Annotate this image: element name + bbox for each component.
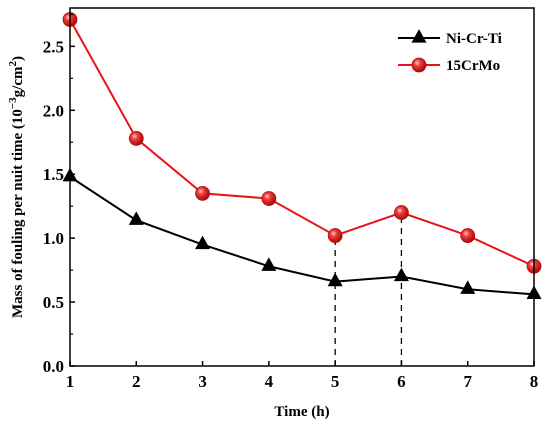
data-point-sphere (460, 228, 476, 243)
x-tick-label: 5 (331, 372, 340, 391)
y-tick-label: 0.0 (43, 357, 64, 376)
y-tick-label: 1.0 (43, 229, 64, 248)
legend-sphere-marker (411, 57, 427, 73)
plot-frame (69, 7, 535, 367)
x-tick-label: 3 (198, 372, 207, 391)
y-tick-label: 0.5 (43, 293, 64, 312)
x-tick-label: 4 (265, 372, 274, 391)
tick-labels: 1 2 3 4 5 6 7 8 0.0 0.5 1.0 1.5 2.0 2.5 (43, 37, 539, 391)
y-tick-label: 2.0 (43, 101, 64, 120)
legend-label: Ni-Cr-Ti (446, 31, 502, 47)
y-tick-label: 1.5 (43, 165, 64, 184)
x-tick-label: 8 (530, 372, 539, 391)
x-tick-label: 2 (132, 372, 141, 391)
data-point-sphere (394, 205, 409, 220)
y-axis-title-main: Mass of fouling per nuit time (10 (10, 109, 26, 318)
legend-label: 15CrMo (446, 58, 500, 74)
data-point-triangle (327, 272, 343, 287)
y-axis-title-unit: g/cm (10, 66, 26, 97)
y-axis-title-close: ) (10, 56, 26, 61)
data-point-sphere (128, 131, 144, 146)
legend-triangle-marker (411, 29, 427, 43)
x-axis-title: Time (h) (274, 404, 329, 420)
data-point-triangle (393, 267, 409, 282)
x-tick-label: 1 (66, 372, 75, 391)
x-tick-label: 6 (397, 372, 406, 391)
y-axis-title: Mass of fouling per nuit time (10−3g/cm2… (7, 56, 26, 318)
data-point-sphere (195, 185, 210, 201)
series-lines (69, 19, 535, 296)
dashed-reference-lines (334, 212, 403, 366)
data-point-triangle (195, 235, 211, 250)
y-tick-label: 2.5 (43, 37, 64, 56)
y-axis-title-exponent-2: 2 (7, 61, 19, 67)
data-point-triangle (128, 211, 144, 225)
data-point-triangle (261, 257, 277, 271)
data-point-sphere (261, 191, 277, 206)
series-markers (62, 12, 542, 299)
legend: Ni-Cr-Ti 15CrMo (398, 29, 502, 74)
y-axis-title-exponent: −3 (7, 97, 19, 109)
series-line-1 (69, 175, 535, 296)
series-line-2 (69, 19, 535, 268)
data-point-sphere (327, 228, 343, 243)
x-tick-label: 7 (463, 372, 472, 391)
axis-ticks (69, 13, 535, 367)
data-point-triangle (460, 280, 476, 294)
